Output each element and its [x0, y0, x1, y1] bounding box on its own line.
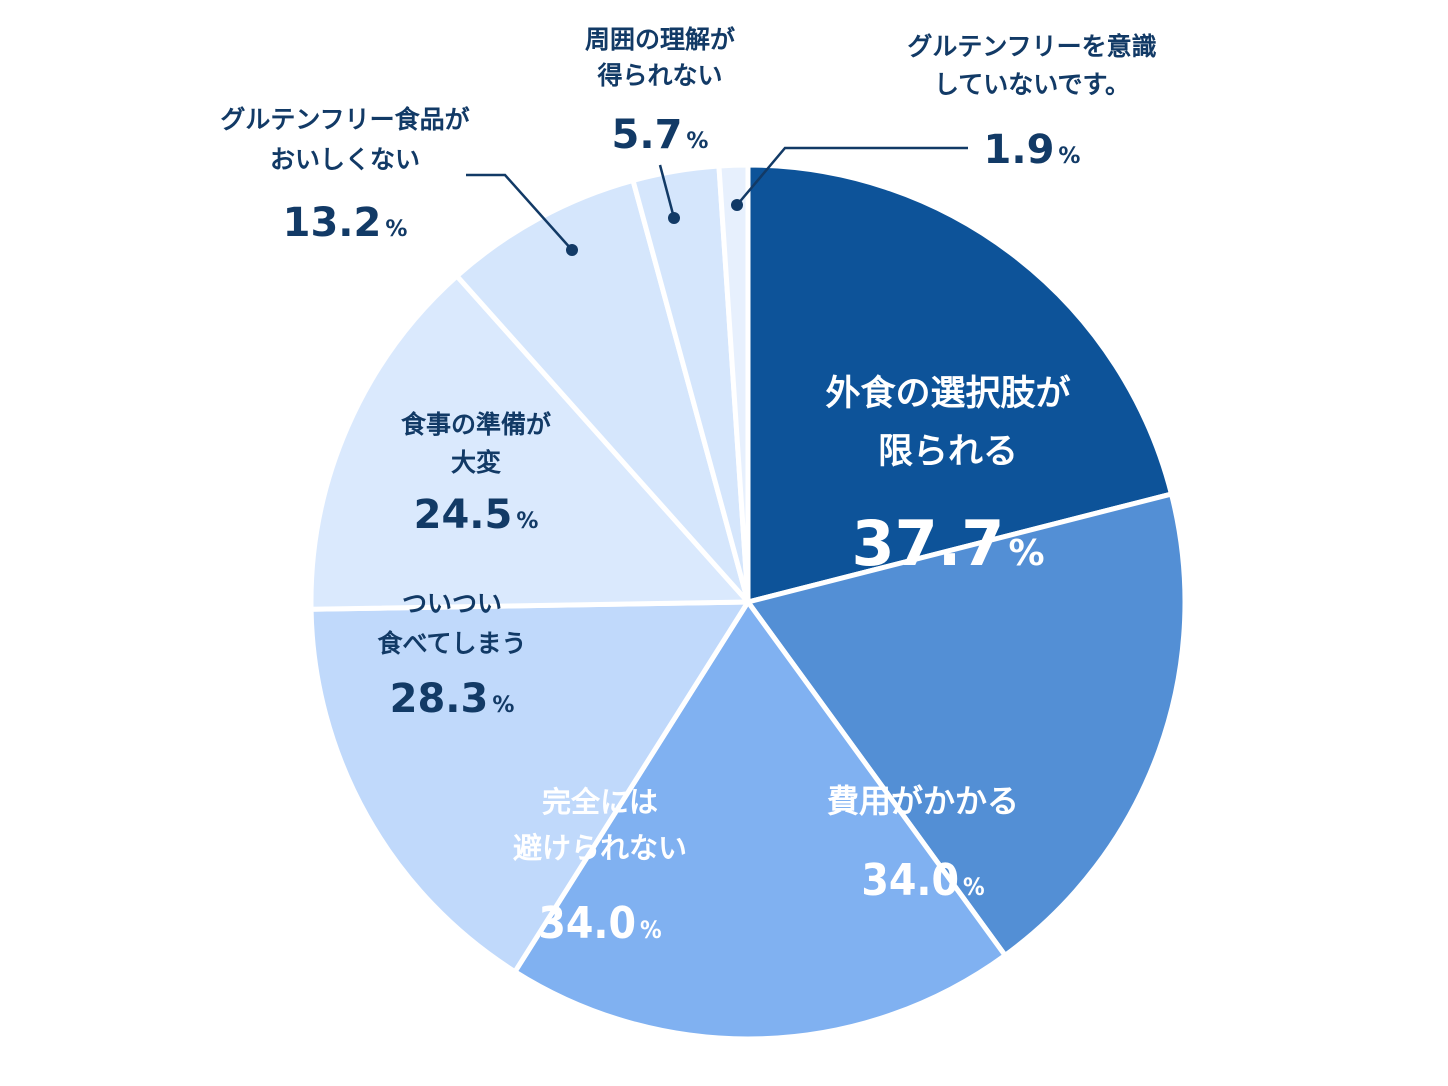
percent-sign: % [686, 129, 708, 154]
slice-name: 費用がかかる [827, 782, 1019, 820]
percent-sign: % [516, 509, 538, 534]
percent-sign: % [492, 693, 514, 718]
slice-name-line-0: 外食の選択肢が [825, 373, 1070, 414]
slice-value: 13.2% [283, 200, 408, 246]
slice-name-line-0: 食事の準備が [401, 410, 551, 439]
slice-name-line-1: 避けられない [513, 831, 687, 865]
leader-lines [466, 146, 968, 256]
slice-value-number: 34.0 [538, 898, 636, 949]
leader-dot-6 [668, 212, 680, 224]
leader-dot-5 [566, 244, 578, 256]
pie-slice-4 [308, 273, 751, 612]
slice-name-line-1: 食べてしまう [377, 629, 526, 658]
slice-name-line-1: 得られない [596, 61, 722, 90]
percent-sign: % [1058, 144, 1080, 169]
slice-name-line-1: 大変 [451, 448, 501, 477]
slice-value: 34.0% [861, 855, 984, 906]
leader-line-5 [466, 173, 573, 251]
slice-name-line-1: おいしくない [270, 145, 420, 174]
slice-name-line-0: ついつい [402, 589, 502, 618]
slice-value: 28.3% [390, 676, 515, 722]
slice-value: 1.9% [984, 127, 1081, 173]
slice-value: 37.7% [851, 507, 1044, 580]
leader-line-6 [658, 164, 676, 219]
pie-slice-2 [512, 599, 1008, 1042]
slice-label-1: 費用がかかる 34.0% [827, 782, 1019, 906]
slice-name-line-1: していないです。 [934, 70, 1130, 99]
pie-slice-3 [308, 599, 751, 975]
slice-value-number: 37.7 [851, 507, 1004, 580]
leader-line-7 [736, 146, 968, 206]
slice-value-number: 13.2 [283, 200, 382, 246]
pie-slice-7 [716, 162, 751, 605]
slice-value-number: 34.0 [861, 855, 959, 906]
slice-value-number: 24.5 [414, 492, 513, 538]
percent-sign: % [385, 217, 407, 242]
slice-value-number: 28.3 [390, 676, 489, 722]
percent-sign: % [640, 916, 662, 944]
slice-name-line-0: 周囲の理解が [585, 25, 735, 54]
slice-name-line-0: グルテンフリー食品が [220, 105, 469, 134]
slice-value: 24.5% [414, 492, 539, 538]
slice-name-line-0: 完全には [542, 785, 658, 819]
percent-sign: % [1008, 533, 1044, 574]
leader-dot-7 [731, 199, 743, 211]
pie-slice-5 [454, 177, 751, 605]
slice-name-line-1: 限られる [878, 432, 1018, 472]
percent-sign: % [963, 873, 985, 901]
slice-name-line-0: グルテンフリーを意識 [907, 32, 1156, 61]
slice-value: 5.7% [612, 112, 709, 158]
pie-slice-0 [745, 162, 1174, 605]
pie-slice-1 [745, 491, 1188, 958]
pie-slices [308, 162, 1188, 1042]
slice-value-number: 5.7 [612, 112, 683, 158]
slice-value-number: 1.9 [984, 127, 1055, 173]
slice-value: 34.0% [538, 898, 661, 949]
